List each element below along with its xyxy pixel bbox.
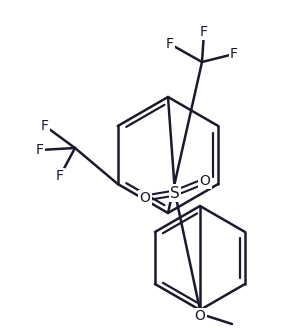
Text: F: F (56, 169, 64, 183)
Text: F: F (200, 25, 208, 39)
Text: S: S (170, 186, 180, 200)
Text: O: O (200, 174, 211, 188)
Text: F: F (230, 47, 238, 61)
Text: F: F (41, 119, 49, 133)
Text: O: O (139, 191, 151, 205)
Text: O: O (195, 309, 205, 323)
Text: F: F (36, 143, 44, 157)
Text: F: F (166, 37, 174, 51)
